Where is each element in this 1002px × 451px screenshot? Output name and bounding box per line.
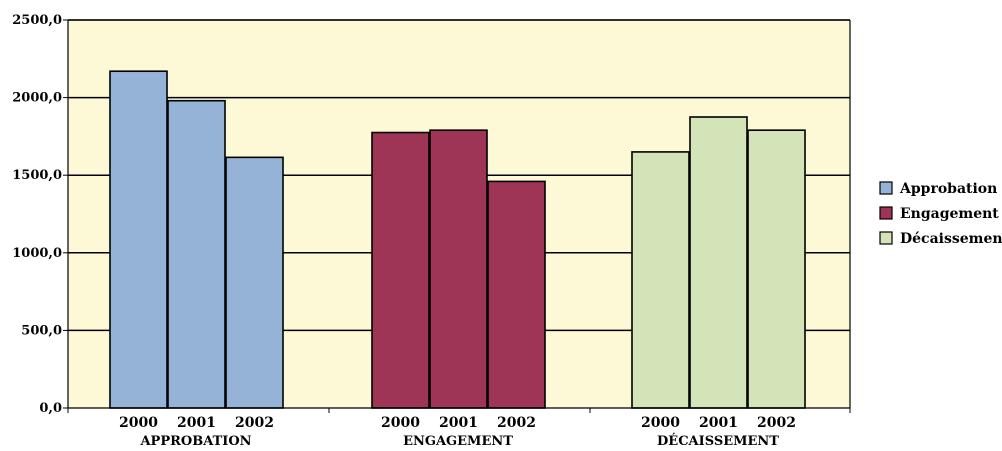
bar bbox=[429, 129, 488, 409]
x-group-label: APPROBATION bbox=[139, 434, 251, 449]
y-tick-label: 1500,0 bbox=[12, 168, 62, 183]
bar bbox=[371, 131, 430, 409]
legend-swatch bbox=[879, 181, 893, 195]
legend-swatch bbox=[879, 206, 893, 220]
x-group-label: DÉCAISSEMENT bbox=[657, 433, 779, 449]
x-sub-label: 2002 bbox=[497, 415, 536, 431]
axes bbox=[67, 19, 851, 413]
x-sub-label: 2000 bbox=[119, 415, 158, 431]
y-tick-label: 2500,0 bbox=[12, 13, 62, 28]
x-sub-label: 2000 bbox=[641, 415, 680, 431]
x-sub-label: 2001 bbox=[699, 415, 738, 431]
bar bbox=[167, 99, 226, 409]
bar bbox=[747, 129, 806, 409]
bar bbox=[631, 151, 690, 409]
y-tick-label: 2000,0 bbox=[12, 91, 62, 106]
legend-label: Approbation bbox=[899, 181, 997, 197]
legend: Approbation Engagement Décaissement bbox=[879, 181, 1002, 247]
bar bbox=[225, 156, 284, 409]
y-tick-label: 0,0 bbox=[39, 401, 62, 416]
bar bbox=[487, 180, 546, 409]
bar bbox=[689, 116, 748, 409]
x-sub-label: 2001 bbox=[439, 415, 478, 431]
legend-label: Décaissement bbox=[900, 231, 1002, 247]
y-tick-labels: 0,0 500,0 1000,0 1500,0 2000,0 2500,0 bbox=[12, 13, 62, 416]
x-tick-labels: 2000 2001 2002 APPROBATION 2000 2001 2002 ENGAG… bbox=[119, 415, 796, 449]
x-sub-label: 2000 bbox=[381, 415, 420, 431]
x-group-label: ENGAGEMENT bbox=[403, 434, 513, 449]
x-sub-label: 2002 bbox=[757, 415, 796, 431]
bar bbox=[109, 70, 168, 409]
x-sub-label: 2002 bbox=[235, 415, 274, 431]
bars bbox=[109, 70, 806, 409]
y-tick-label: 1000,0 bbox=[12, 246, 62, 261]
legend-swatch bbox=[879, 231, 893, 245]
y-tick-label: 500,0 bbox=[21, 323, 62, 338]
legend-label: Engagement bbox=[900, 206, 999, 222]
x-sub-label: 2001 bbox=[177, 415, 216, 431]
